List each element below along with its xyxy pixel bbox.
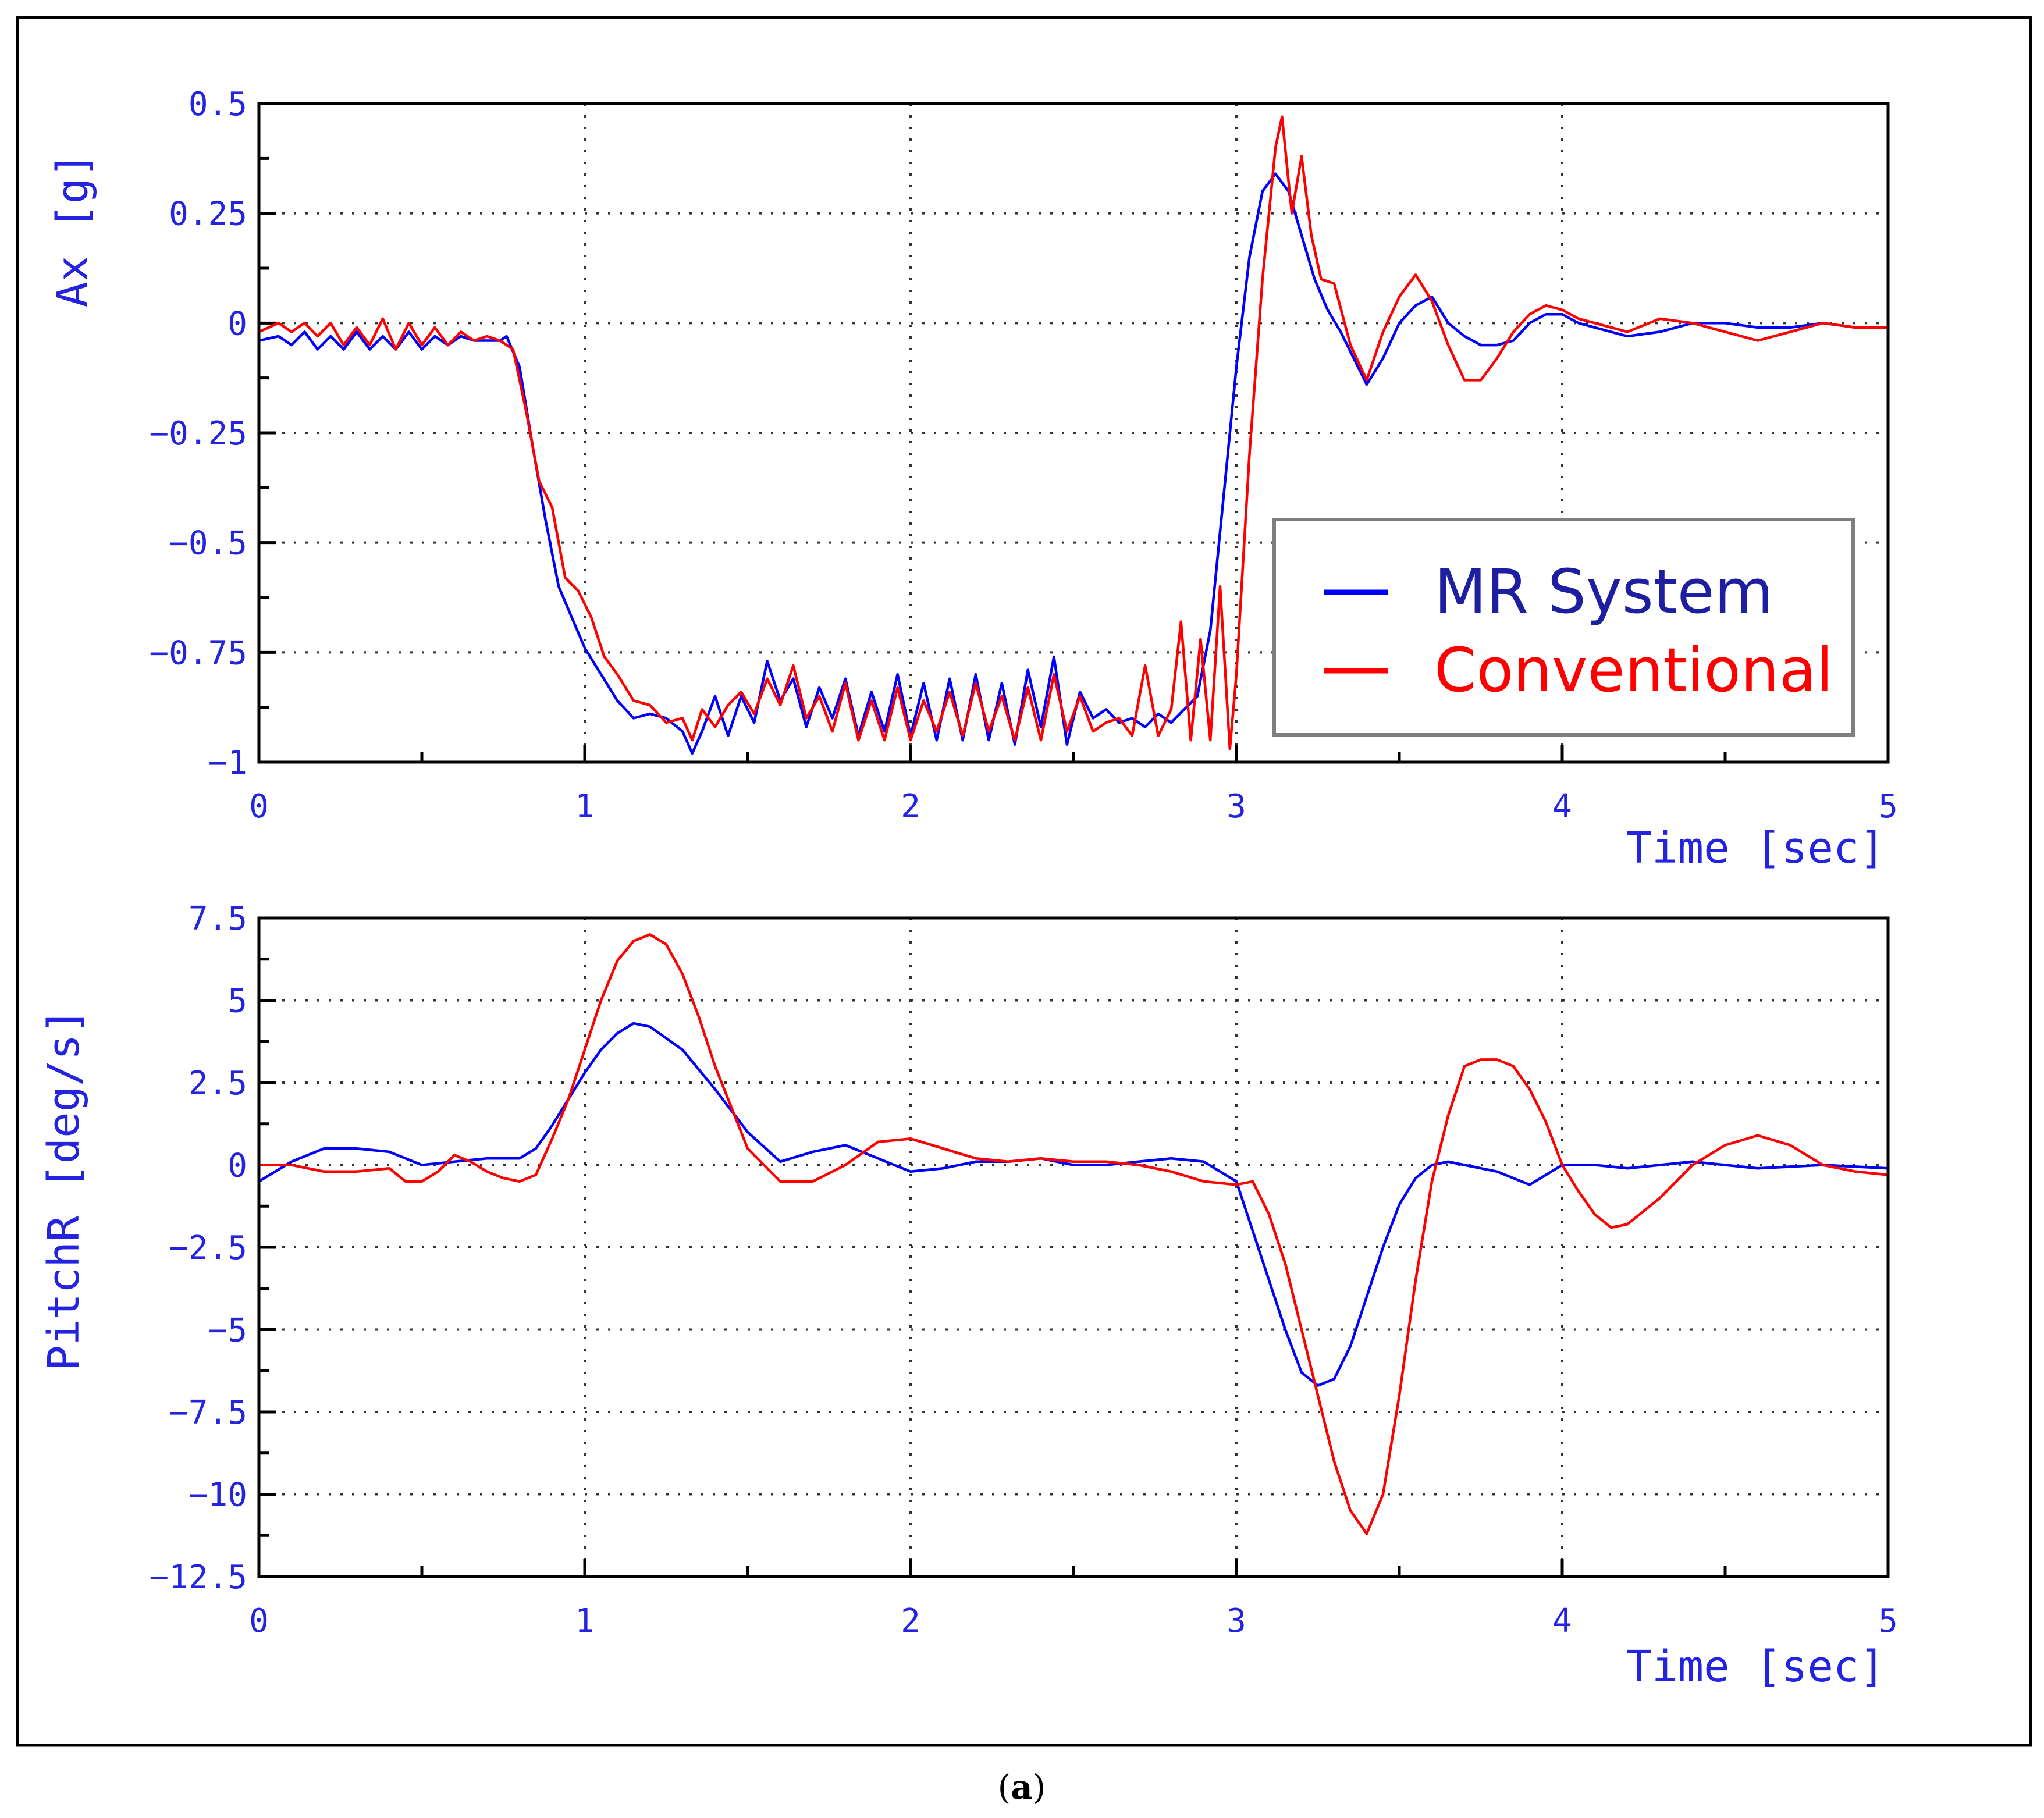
legend-box [1272,518,1855,737]
legend-label-conventional: Conventional [1434,635,1833,706]
pitch-rate-chart-x-tick-label: 4 [1552,1602,1572,1640]
acceleration-chart-y-tick-label: −0.75 [149,634,247,672]
acceleration-chart-x-tick-label: 2 [901,788,920,826]
pitch-rate-chart-y-axis-title: PitchR [deg/s] [39,1008,89,1371]
figure-frame [16,16,2032,1747]
acceleration-chart-series [258,115,1888,755]
pitch-rate-chart-x-tick-label: 5 [1878,1602,1898,1640]
acceleration-chart-y-tick-label: −1 [208,744,247,782]
legend-label-mr-system: MR System [1434,556,1773,627]
pitch-rate-chart-y-tick-label: −12.5 [149,1559,247,1596]
acceleration-chart-x-tick-label: 3 [1227,788,1246,826]
pitch-rate-chart-y-tick-label: 0 [227,1147,247,1185]
acceleration-chart-x-tick-label: 0 [249,788,269,826]
legend: MR System Conventional [1272,518,1855,737]
acceleration-chart-x-axis-title: Time [sec] [1626,823,1885,873]
pitch-rate-chart-grid [259,918,1888,1577]
acceleration-chart-plot-frame [257,102,1890,764]
acceleration-chart-x-tick-label: 1 [575,788,595,826]
acceleration-chart-x-tick-label: 4 [1552,788,1572,826]
acceleration-chart-y-tick-label: 0.25 [169,195,247,233]
pitch-rate-chart-series-mr-system [258,1022,1889,1387]
caption-letter: a [1011,1767,1033,1807]
pitch-rate-chart-y-tick-label: 2.5 [189,1065,247,1102]
pitch-rate-chart-x-tick-label: 2 [901,1602,920,1640]
acceleration-chart-y-tick-label: 0.5 [189,86,247,123]
pitch-rate-chart-x-tick-label: 3 [1227,1602,1246,1640]
acceleration-chart-y-tick-label: −0.25 [149,415,247,453]
acceleration-chart-y-tick-labels: 0.5 0.25 0 −0.25 −0.5 −0.75 −1 [149,86,247,782]
caption-open-paren: ( [998,1767,1011,1807]
acceleration-chart: 0.5 0.25 0 −0.25 −0.5 −0.75 −1 0 1 2 3 4 5 Ax [g] T… [48,86,1898,873]
pitch-rate-chart-x-tick-label: 1 [575,1602,595,1640]
acceleration-chart-x-tick-labels: 0 1 2 3 4 5 [249,788,1898,826]
pitch-rate-chart-x-tick-labels: 0 1 2 3 4 5 [249,1602,1898,1640]
acceleration-chart-y-axis-title: Ax [g] [48,152,98,307]
acceleration-chart-x-tick-label: 5 [1878,788,1898,826]
pitch-rate-chart-x-axis-title: Time [sec] [1626,1642,1885,1692]
caption-close-paren: ) [1033,1767,1046,1807]
pitch-rate-chart-series [258,933,1889,1535]
pitch-rate-chart-y-tick-label: 7.5 [189,900,247,938]
pitch-rate-chart-plot-frame [257,916,1890,1578]
acceleration-chart-series-conventional [258,115,1888,750]
pitch-rate-chart-y-tick-label: −5 [208,1312,247,1350]
pitch-rate-chart-y-tick-label: −2.5 [169,1229,247,1267]
pitch-rate-chart: 7.5 5 2.5 0 −2.5 −5 −7.5 −10 −12.5 0 1 2 3 4 5 PitchR… [39,900,1898,1692]
pitch-rate-chart-y-tick-label: −10 [189,1477,247,1514]
pitch-rate-chart-y-tick-label: −7.5 [169,1394,247,1432]
pitch-rate-chart-y-tick-label: 5 [227,983,247,1020]
pitch-rate-chart-series-conventional [259,933,1889,1535]
pitch-rate-chart-y-tick-labels: 7.5 5 2.5 0 −2.5 −5 −7.5 −10 −12.5 [149,900,247,1596]
figure-caption: (a) [998,1767,1046,1807]
acceleration-chart-y-tick-label: −0.5 [169,525,247,563]
acceleration-chart-y-tick-label: 0 [227,305,247,343]
pitch-rate-chart-x-tick-label: 0 [249,1602,269,1640]
